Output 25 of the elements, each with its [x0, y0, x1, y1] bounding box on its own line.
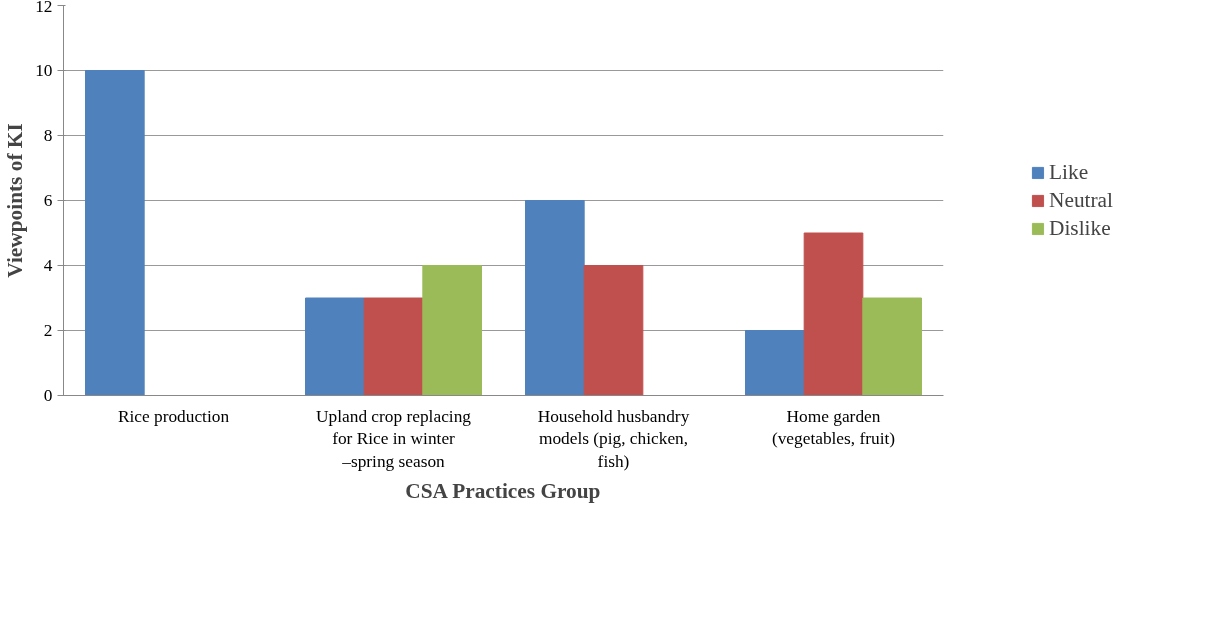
x-tick-label: Upland crop replacing for Rice in winter –spring season [316, 406, 472, 472]
x-tick-label: Home garden (vegetables, fruit) [771, 406, 896, 449]
y-tick-label: 4 [43, 256, 53, 275]
y-axis-title: Viewpoints of KI [3, 123, 28, 278]
bar [85, 70, 145, 396]
y-tick-label: 6 [43, 191, 53, 210]
legend-label: Dislike [1049, 215, 1111, 241]
x-axis-title: CSA Practices Group [405, 479, 601, 504]
bar [525, 200, 585, 396]
legend-label: Like [1049, 159, 1090, 185]
y-tick-label: 0 [43, 386, 53, 405]
y-tick-label: 8 [43, 126, 53, 145]
y-tick-label: 10 [35, 61, 53, 80]
bar [583, 265, 644, 396]
y-tick-label: 12 [35, 0, 53, 16]
legend-label: Neutral [1049, 187, 1113, 213]
y-tick-label: 2 [43, 321, 53, 340]
bar [803, 232, 864, 396]
x-tick-label: Rice production [117, 406, 230, 426]
x-tick-label: Household husbandry models (pig, chicken, fish) [537, 406, 690, 472]
bar [305, 297, 365, 396]
bar [862, 297, 922, 396]
bar [422, 265, 482, 396]
bar [745, 330, 805, 396]
bar [363, 297, 424, 396]
